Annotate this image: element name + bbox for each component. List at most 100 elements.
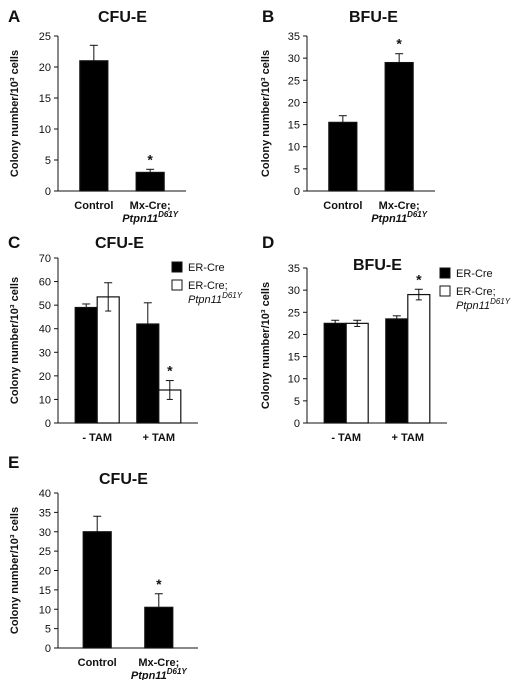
panel-letter: C (8, 233, 20, 252)
legend-swatch (171, 279, 183, 291)
y-tick-label: 30 (288, 53, 300, 65)
x-tick-label: Ptpn11D61Y (371, 210, 428, 225)
legend-label: Ptpn11D61Y (456, 297, 511, 312)
y-tick-label: 30 (39, 347, 51, 359)
y-tick-label: 10 (39, 604, 51, 616)
bar (79, 60, 109, 192)
x-tick-label: Control (323, 200, 362, 212)
y-tick-label: 15 (288, 120, 300, 132)
y-tick-label: 10 (39, 394, 51, 406)
legend-sup: D61Y (490, 297, 511, 306)
y-tick-label: 20 (39, 62, 51, 74)
panel-A: A CFU-E Colony number/10³ cells 0 5 10 15 20 25 C… (8, 7, 186, 225)
significance-star: * (147, 151, 153, 167)
y-tick-label: 5 (294, 164, 300, 176)
panel-letter: E (8, 453, 19, 472)
chart-title: BFU-E (349, 9, 398, 26)
y-tick-label: 0 (294, 418, 300, 430)
panel-letter: D (262, 233, 274, 252)
x-tick-label-gene: Ptpn11 (131, 670, 167, 680)
y-tick-label: 70 (39, 253, 51, 265)
y-tick-label: 0 (45, 186, 51, 198)
y-tick-label: 25 (39, 31, 51, 43)
x-tick-label: Mx-Cre; (138, 657, 179, 669)
significance-star: * (396, 36, 402, 52)
panel-C: C CFU-E Colony number/10³ cells 0 10 20 30 40 50… (8, 233, 243, 444)
bar (136, 323, 160, 424)
chart-title: CFU-E (98, 9, 147, 26)
y-tick-label: 60 (39, 277, 51, 289)
y-tick-label: 15 (39, 585, 51, 597)
panel-B: B BFU-E Colony number/10³ cells 0 5 10 15 20 25 3… (260, 7, 435, 225)
y-tick-label: 35 (288, 31, 300, 43)
x-tick-label: + TAM (392, 432, 425, 444)
y-tick-label: 20 (39, 371, 51, 383)
legend-swatch (439, 267, 451, 279)
bar (323, 322, 347, 424)
x-tick-label: Ptpn11D61Y (122, 210, 179, 225)
panel-letter: A (8, 7, 20, 26)
y-tick-label: 20 (288, 329, 300, 341)
y-axis-label: Colony number/10³ cells (260, 282, 272, 409)
bar (407, 293, 431, 424)
y-tick-label: 5 (294, 396, 300, 408)
legend-swatch (439, 285, 451, 297)
y-axis-label: Colony number/10³ cells (260, 50, 272, 177)
y-tick-label: 0 (294, 186, 300, 198)
x-tick-label: - TAM (331, 432, 361, 444)
y-tick-label: 35 (39, 507, 51, 519)
bar (135, 171, 165, 192)
y-tick-label: 10 (288, 374, 300, 386)
legend-gene: Ptpn11 (188, 294, 222, 306)
chart-title: CFU-E (95, 235, 144, 252)
legend-label: ER-Cre (456, 268, 493, 280)
x-tick-label-gene: Ptpn11 (122, 213, 158, 225)
bar (74, 306, 98, 424)
y-axis-label: Colony number/10³ cells (9, 507, 21, 634)
y-tick-label: 5 (45, 155, 51, 167)
bar (328, 121, 358, 192)
significance-star: * (416, 271, 422, 287)
legend-swatch (171, 261, 183, 273)
x-tick-label-sup: D61Y (407, 210, 428, 219)
x-tick-label: Ptpn11D61Y (131, 667, 188, 680)
legend-sup: D61Y (222, 291, 243, 300)
y-tick-label: 30 (39, 527, 51, 539)
x-tick-label: - TAM (82, 432, 112, 444)
y-tick-label: 35 (288, 263, 300, 275)
significance-star: * (156, 576, 162, 592)
panel-E: E CFU-E Colony number/10³ cells 0 5 10 15 20 25 3… (8, 453, 198, 680)
bar (385, 318, 409, 424)
x-tick-label: Control (74, 200, 113, 212)
y-tick-label: 25 (288, 307, 300, 319)
y-tick-label: 50 (39, 300, 51, 312)
x-tick-label: Mx-Cre; (130, 200, 171, 212)
legend-label: ER-Cre; (456, 286, 496, 298)
x-tick-label: Mx-Cre; (379, 200, 420, 212)
x-tick-label: + TAM (143, 432, 176, 444)
y-tick-label: 40 (39, 488, 51, 500)
y-tick-label: 40 (39, 324, 51, 336)
y-tick-label: 0 (45, 418, 51, 430)
bar (96, 296, 120, 424)
y-tick-label: 10 (39, 124, 51, 136)
legend-gene: Ptpn11 (456, 300, 490, 312)
legend-label: ER-Cre; (188, 280, 228, 292)
panel-D: D BFU-E Colony number/10³ cells 0 5 10 15 20 25 3… (260, 233, 511, 444)
bar (144, 606, 174, 649)
x-tick-label-sup: D61Y (158, 210, 179, 219)
bar (82, 531, 112, 649)
y-tick-label: 15 (288, 352, 300, 364)
panel-letter: B (262, 7, 274, 26)
x-tick-label-gene: Ptpn11 (371, 213, 407, 225)
x-tick-label: Control (78, 657, 117, 669)
y-tick-label: 25 (288, 75, 300, 87)
bar (345, 322, 369, 424)
y-tick-label: 30 (288, 285, 300, 297)
y-axis-label: Colony number/10³ cells (9, 277, 21, 404)
chart-title: BFU-E (353, 257, 402, 274)
legend-label: Ptpn11D61Y (188, 291, 243, 306)
x-tick-label-sup: D61Y (167, 667, 188, 676)
y-tick-label: 15 (39, 93, 51, 105)
